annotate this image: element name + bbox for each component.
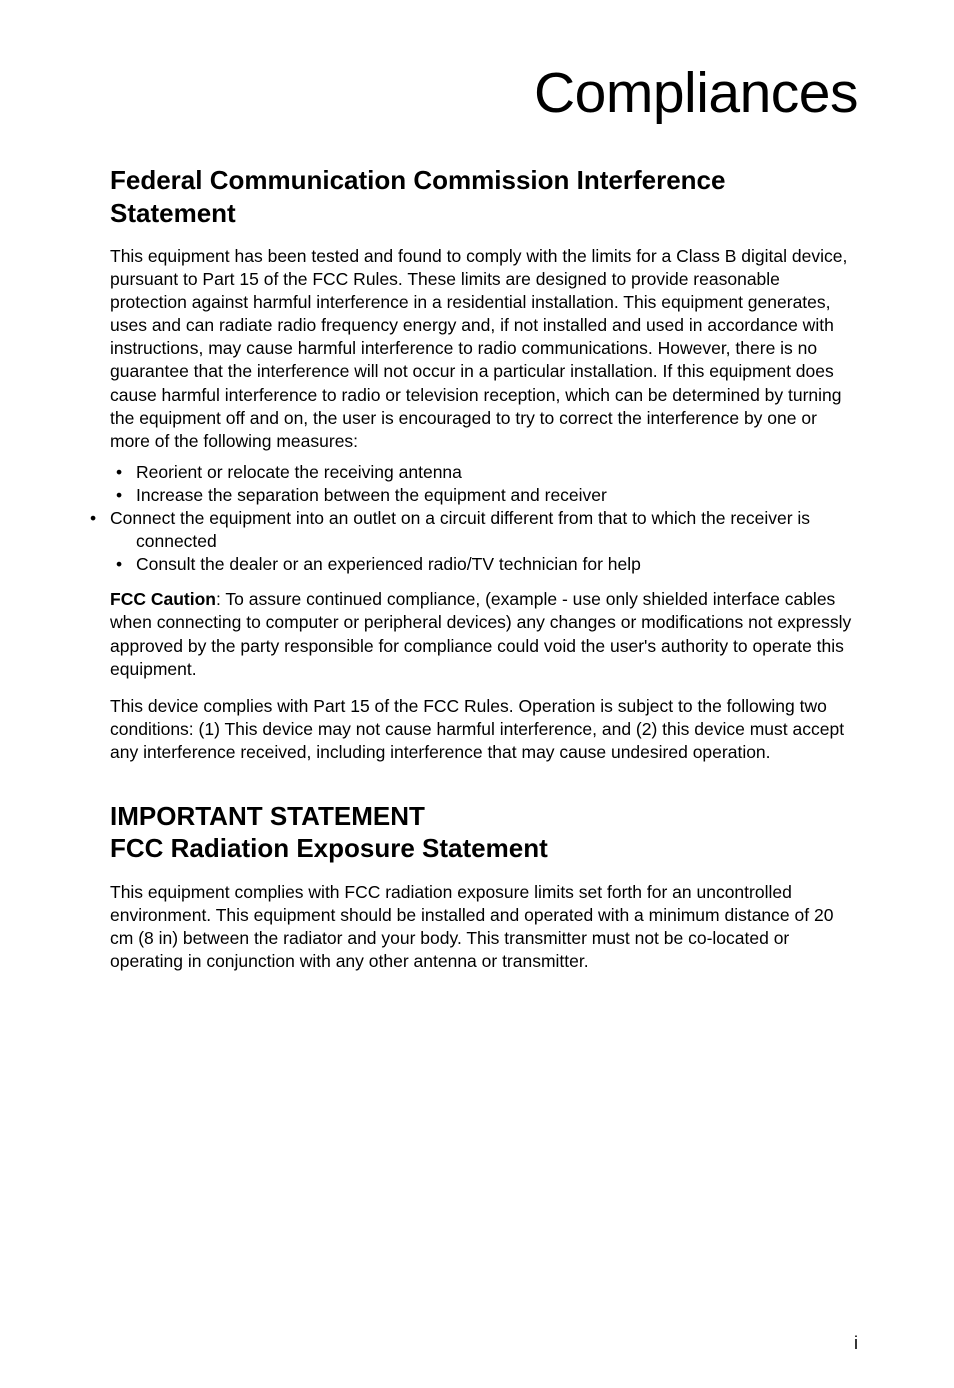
document-title: Compliances bbox=[110, 60, 858, 126]
section1-para3: This device complies with Part 15 of the… bbox=[110, 695, 858, 764]
list-item: Reorient or relocate the receiving anten… bbox=[128, 461, 858, 484]
list-item: Increase the separation between the equi… bbox=[128, 484, 858, 507]
section1-heading: Federal Communication Commission Interfe… bbox=[110, 164, 858, 229]
section2-heading: IMPORTANT STATEMENTFCC Radiation Exposur… bbox=[110, 800, 858, 865]
section2-para1: This equipment complies with FCC radiati… bbox=[110, 881, 858, 973]
section1-para2: FCC Caution: To assure continued complia… bbox=[110, 588, 858, 680]
section2-heading-line2: FCC Radiation Exposure Statement bbox=[110, 833, 548, 863]
section2-heading-line1: IMPORTANT STATEMENT bbox=[110, 801, 425, 831]
section1-para1: This equipment has been tested and found… bbox=[110, 245, 858, 453]
section1-bullet-list: Reorient or relocate the receiving anten… bbox=[110, 461, 858, 576]
list-item: Consult the dealer or an experienced rad… bbox=[128, 553, 858, 576]
list-item: Connect the equipment into an outlet on … bbox=[128, 507, 858, 553]
page-container: Compliances Federal Communication Commis… bbox=[0, 0, 954, 1388]
page-number: i bbox=[854, 1333, 858, 1354]
fcc-caution-text: : To assure continued compliance, (examp… bbox=[110, 589, 851, 678]
fcc-caution-label: FCC Caution bbox=[110, 589, 216, 609]
